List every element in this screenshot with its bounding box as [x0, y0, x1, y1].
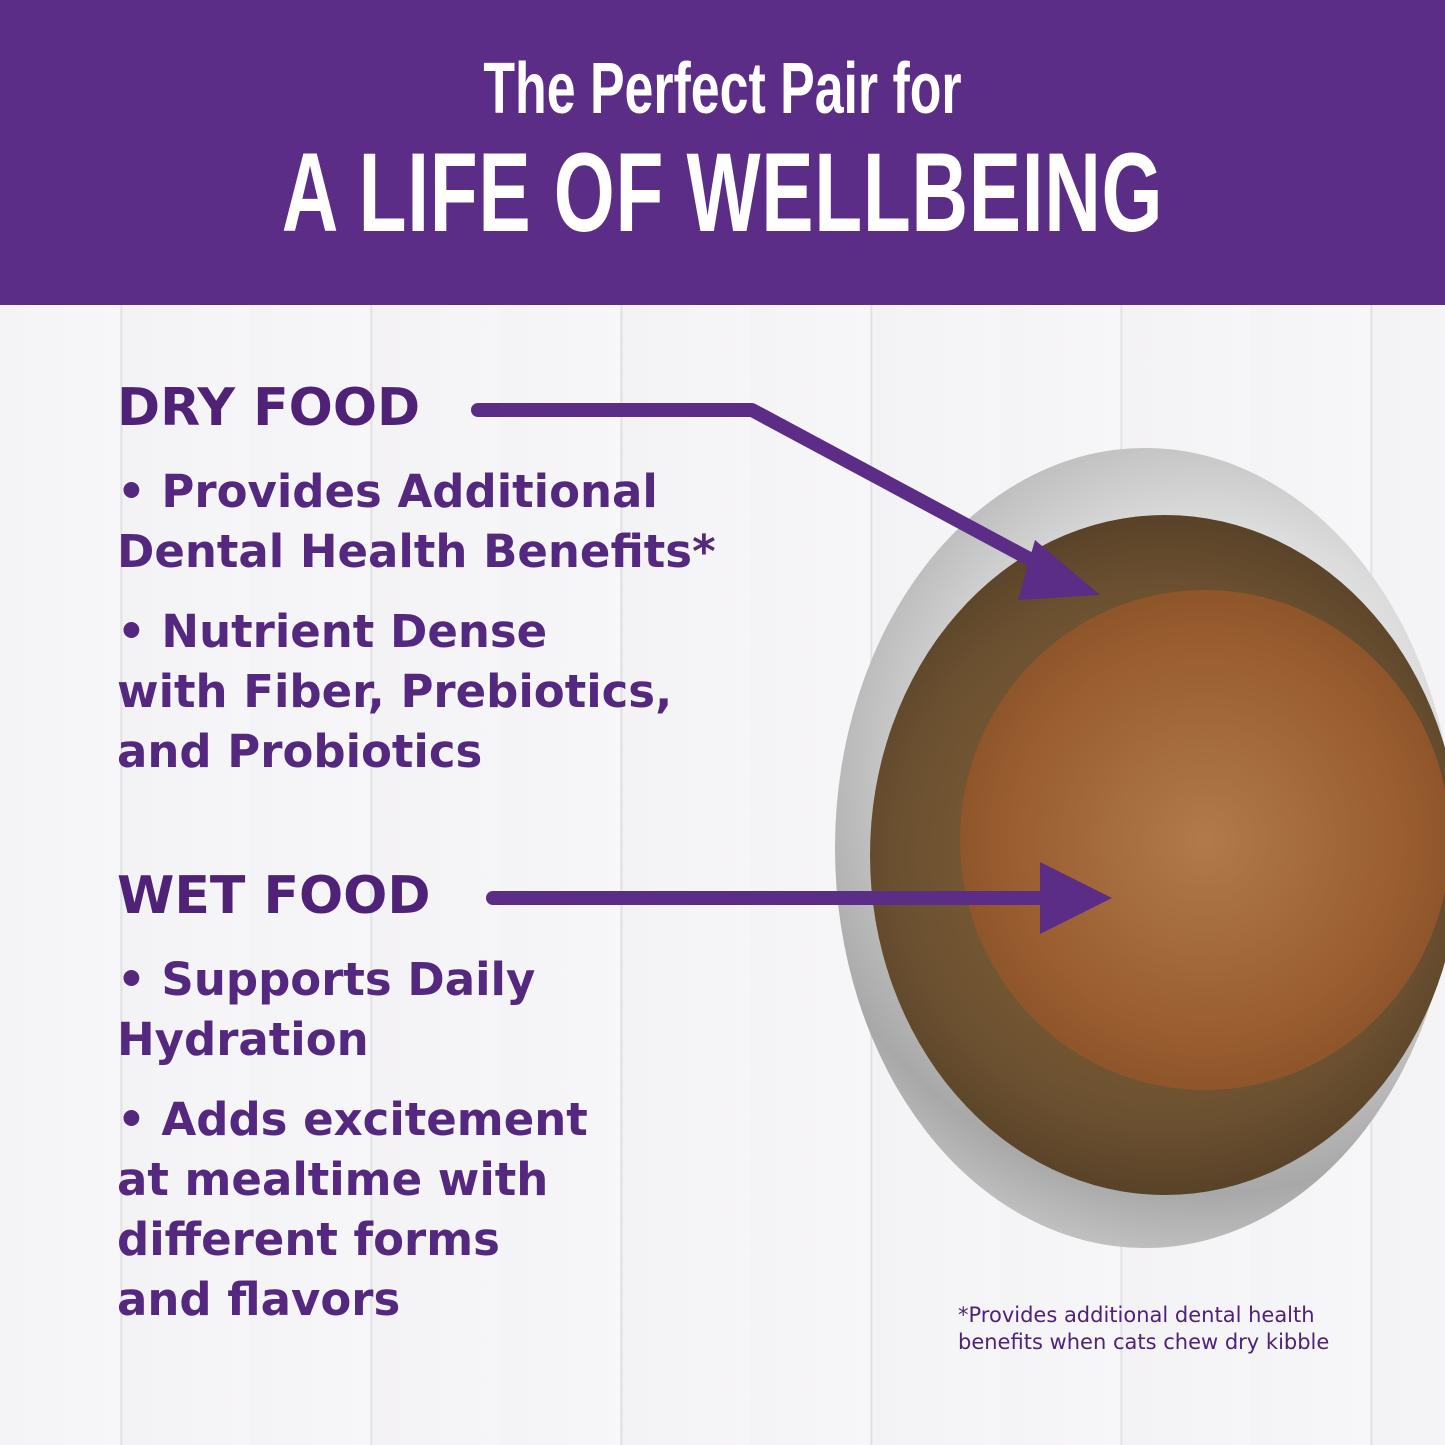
wet-bullet-1: • Supports Daily Hydration — [117, 953, 536, 1066]
footnote: *Provides additional dental health benef… — [958, 1303, 1330, 1354]
header-banner: The Perfect Pair for A LIFE OF WELLBEING — [0, 0, 1445, 305]
wet-food — [960, 590, 1445, 1090]
dry-bullet-1: • Provides Additional Dental Health Bene… — [117, 465, 716, 578]
wet-arrow-head — [1040, 862, 1112, 934]
dry-arrow-head — [1018, 540, 1100, 600]
title-line-1: The Perfect Pair for — [483, 49, 962, 129]
title-line-2: A LIFE OF WELLBEING — [281, 130, 1164, 255]
dry-arrow-line — [471, 403, 1057, 577]
dry-bullet-2: • Nutrient Dense with Fiber, Prebiotics,… — [117, 605, 673, 778]
wet-bullet-2: • Adds excitement at mealtime with diffe… — [117, 1093, 588, 1326]
dry-food-heading: DRY FOOD — [117, 378, 421, 438]
wet-food-heading: WET FOOD — [117, 866, 431, 926]
